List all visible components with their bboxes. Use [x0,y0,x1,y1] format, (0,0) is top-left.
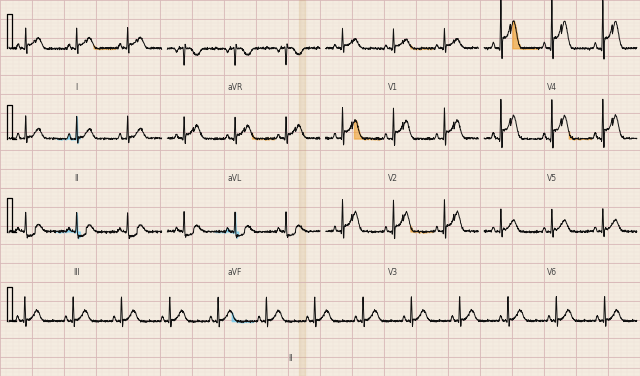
Text: aVF: aVF [228,268,242,277]
Text: III: III [73,268,80,277]
Text: II: II [288,354,292,363]
Text: V4: V4 [547,83,557,92]
Text: V1: V1 [388,83,398,92]
Text: V3: V3 [388,268,398,277]
Text: aVR: aVR [227,83,243,92]
Text: V5: V5 [547,174,557,183]
Text: I: I [76,83,77,92]
Text: II: II [74,174,79,183]
Text: V2: V2 [388,174,398,183]
Text: aVL: aVL [228,174,242,183]
Bar [299,0,305,376]
Text: V6: V6 [547,268,557,277]
